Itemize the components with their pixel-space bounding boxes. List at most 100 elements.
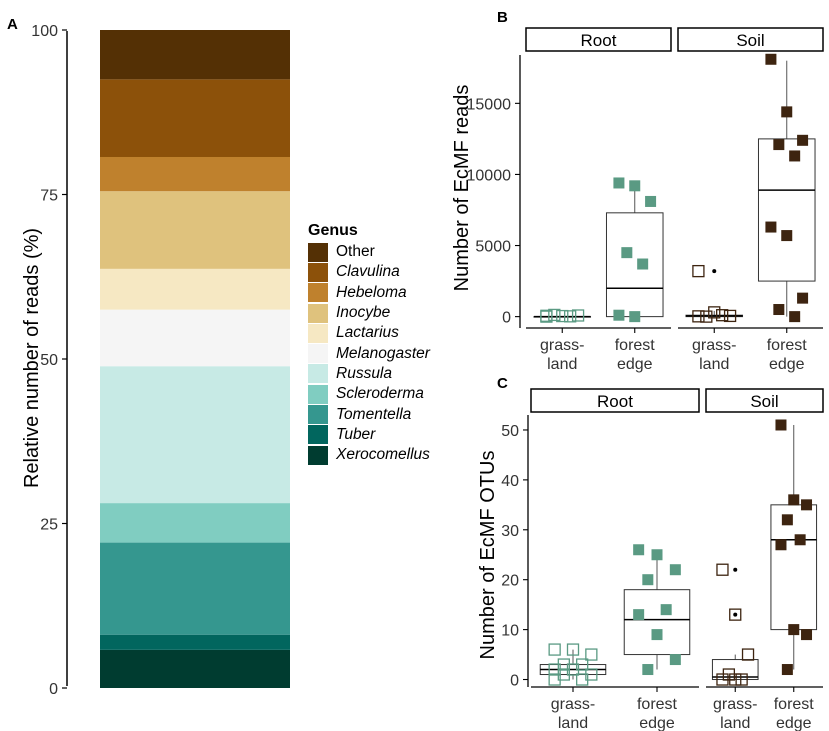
data-point <box>571 309 585 322</box>
data-point <box>801 629 813 641</box>
bar-segment-other <box>100 30 290 80</box>
data-point <box>642 574 654 586</box>
data-point <box>729 673 742 686</box>
data-point <box>548 308 561 322</box>
x-tick-label: forest <box>774 696 815 713</box>
data-point <box>692 264 705 278</box>
data-point <box>765 221 777 233</box>
panel-c-tag: C <box>497 375 508 392</box>
data-point <box>700 310 713 323</box>
data-point <box>651 549 663 561</box>
x-tick-label: land <box>720 715 750 731</box>
y-tick-label: 0 <box>49 681 58 698</box>
data-point <box>741 648 755 661</box>
legend-label: Russula <box>336 364 392 382</box>
legend-item-scleroderma: Scleroderma <box>308 384 430 404</box>
data-point <box>629 180 641 192</box>
data-point <box>629 311 641 323</box>
panel-a-stacked-bar <box>100 30 290 688</box>
box-iqr <box>711 659 759 681</box>
legend-label: Hebeloma <box>336 283 407 301</box>
panel-a: A Relative number of reads (%) 0 25 50 75 10… <box>7 16 290 698</box>
data-point <box>781 106 793 118</box>
panel-b-tag: B <box>497 9 508 26</box>
x-tick-label: land <box>558 715 588 731</box>
data-point <box>729 608 742 621</box>
y-tick-label: 50 <box>501 423 519 440</box>
legend-swatch <box>308 303 328 323</box>
bar-segment-melanogaster <box>100 309 290 367</box>
facet-strip-label: Root <box>597 392 633 411</box>
y-tick-label: 25 <box>40 517 58 534</box>
x-tick-label: forest <box>767 337 808 354</box>
y-tick-label: 100 <box>31 23 58 40</box>
legend-label: Inocybe <box>336 304 391 322</box>
data-point <box>576 673 589 686</box>
panel-b-ylabel: Number of EcMF reads <box>451 85 473 292</box>
data-point <box>651 629 663 641</box>
y-tick-label: 10 <box>501 623 519 640</box>
panel-a-ylabel: Relative number of reads (%) <box>21 228 43 488</box>
bar-segment-russula <box>100 366 290 504</box>
box-outlier <box>733 567 738 572</box>
data-point <box>642 664 654 676</box>
facet-strip-label: Soil <box>750 392 778 411</box>
legend-swatch <box>308 384 328 404</box>
data-point <box>773 304 785 316</box>
facet-strip <box>525 27 672 52</box>
legend-swatch <box>308 262 328 282</box>
data-point <box>781 514 793 526</box>
bar-segment-clavulina <box>100 79 290 157</box>
data-point <box>716 563 729 576</box>
x-tick-label: edge <box>769 356 805 373</box>
data-point <box>794 534 806 546</box>
data-point <box>735 673 748 686</box>
bar-segment-scleroderma <box>100 503 290 543</box>
legend-swatch <box>308 344 328 364</box>
legend-label: Scleroderma <box>336 385 424 403</box>
data-point <box>692 310 705 323</box>
y-tick-label: 15000 <box>467 96 512 113</box>
data-point <box>633 609 645 621</box>
bar-segment-hebeloma <box>100 156 290 192</box>
legend-swatch <box>308 323 328 343</box>
data-point <box>781 230 793 242</box>
y-tick-label: 30 <box>501 523 519 540</box>
data-point <box>564 310 577 323</box>
legend-label: Other <box>336 243 375 261</box>
x-tick-label: edge <box>776 715 812 731</box>
data-point <box>637 258 649 270</box>
legend-swatch <box>308 425 328 445</box>
data-point <box>775 419 787 431</box>
data-point <box>566 643 580 656</box>
facet-strip <box>705 388 824 413</box>
x-tick-label: grass- <box>692 337 736 354</box>
legend-items: Other Clavulina Hebeloma Inocybe Lactarius Me… <box>308 242 430 465</box>
data-point <box>789 150 801 162</box>
legend-swatch <box>308 283 328 303</box>
panel-a-tag: A <box>7 16 18 33</box>
legend-item-other: Other <box>308 242 430 262</box>
legend-label: Lactarius <box>336 324 399 342</box>
legend-item-inocybe: Inocybe <box>308 303 430 323</box>
panel-c-plot: 0 10 20 30 40 50 Root grass-land forest edge Soil g… <box>501 388 824 731</box>
y-tick-label: 50 <box>40 352 58 369</box>
x-tick-label: grass- <box>551 696 595 713</box>
y-tick-label: 0 <box>510 673 519 690</box>
box-outlier <box>712 269 717 274</box>
legend-item-melanogaster: Melanogaster <box>308 343 430 364</box>
data-point <box>540 309 553 322</box>
box-outlier <box>733 612 738 617</box>
y-tick-label: 75 <box>40 188 58 205</box>
legend-item-tomentella: Tomentella <box>308 404 430 425</box>
data-point <box>781 664 793 676</box>
legend-item-russula: Russula <box>308 364 430 384</box>
facet-strip-label: Root <box>581 31 617 50</box>
x-tick-label: forest <box>615 337 656 354</box>
x-tick-label: grass- <box>713 696 757 713</box>
bar-segment-tomentella <box>100 542 290 635</box>
x-tick-label: edge <box>617 356 653 373</box>
y-tick-label: 40 <box>501 473 519 490</box>
bar-segment-inocybe <box>100 191 290 269</box>
